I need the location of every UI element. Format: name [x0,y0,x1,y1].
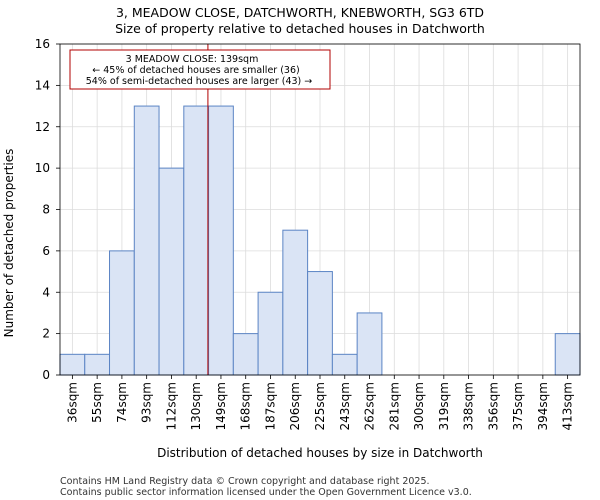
x-axis-label: Distribution of detached houses by size … [157,446,483,460]
x-tick-label: 187sqm [263,382,277,430]
x-tick-label: 168sqm [239,382,253,430]
y-tick-label: 6 [42,244,50,258]
bar-206sqm [282,229,309,376]
y-axis-label: Number of detached properties [2,149,16,338]
x-tick-label: 281sqm [387,382,401,430]
bar-130sqm [183,105,210,376]
x-tick-label: 243sqm [338,382,352,430]
bar-149sqm [208,105,234,376]
footer-copyright: Contains HM Land Registry data © Crown c… [60,476,430,487]
x-tick-label: 262sqm [363,382,377,430]
x-tick-label: 74sqm [115,382,129,423]
bar-262sqm [356,312,383,376]
chart-title-address: 3, MEADOW CLOSE, DATCHWORTH, KNEBWORTH, … [116,5,484,20]
bar-55sqm [84,353,111,376]
x-tick-label: 300sqm [412,382,426,430]
x-tick-label: 55sqm [90,382,104,423]
bar-413sqm [554,333,581,376]
footer-licence: Contains public sector information licen… [60,487,472,498]
annotation-larger: 54% of semi-detached houses are larger (… [86,76,313,87]
y-axis-ticks: 0 2 4 6 8 10 12 14 16 [35,37,60,382]
x-tick-label: 112sqm [164,382,178,430]
x-tick-label: 394sqm [536,382,550,430]
x-tick-label: 319sqm [437,382,451,430]
bar-74sqm [109,250,135,376]
chart-title: Size of property relative to detached ho… [115,21,485,36]
x-tick-label: 206sqm [288,382,302,430]
x-tick-label: 149sqm [214,382,228,430]
bar-168sqm [232,333,259,376]
bar-243sqm [331,353,358,376]
x-tick-label: 413sqm [561,382,575,430]
y-tick-label: 16 [35,37,50,51]
bar-187sqm [257,291,284,376]
y-tick-label: 4 [42,285,50,299]
x-tick-label: 356sqm [486,382,500,430]
x-tick-label: 338sqm [462,382,476,430]
bar-112sqm [158,167,185,376]
y-tick-label: 0 [42,368,50,382]
y-tick-label: 14 [35,78,50,92]
x-axis-ticks: 36sqm 55sqm 74sqm 93sqm 112sqm 130sqm 149sqm 16… [65,375,575,430]
y-tick-label: 2 [42,327,50,341]
y-tick-label: 12 [35,120,50,134]
x-tick-label: 225sqm [313,382,327,430]
x-tick-label: 375sqm [511,382,525,430]
bar-225sqm [307,271,333,376]
bar-93sqm [133,105,160,376]
y-tick-label: 10 [35,161,50,175]
x-tick-label: 130sqm [189,382,203,430]
bar-36sqm [59,353,86,376]
bars [59,105,581,376]
x-tick-label: 36sqm [65,382,79,423]
annotation-box: 3 MEADOW CLOSE: 139sqm ← 45% of detached… [69,49,331,90]
annotation-smaller: ← 45% of detached houses are smaller (36… [92,65,299,76]
annotation-title: 3 MEADOW CLOSE: 139sqm [126,54,259,65]
y-tick-label: 8 [42,203,50,217]
annotation-border [69,49,331,90]
x-tick-label: 93sqm [140,382,154,423]
